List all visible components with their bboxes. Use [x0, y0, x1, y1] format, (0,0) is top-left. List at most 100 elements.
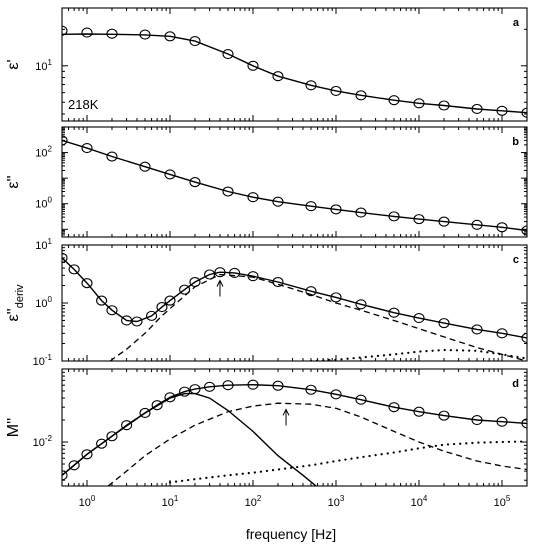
data-point	[496, 416, 508, 427]
fit-curve	[62, 257, 527, 339]
x-tick-label: 105	[494, 494, 511, 509]
component-curve-dashed	[109, 273, 527, 361]
data-point	[179, 386, 191, 397]
data-point	[438, 318, 450, 329]
data-point	[388, 402, 400, 413]
temperature-annotation: 218K	[68, 97, 99, 112]
data-point	[471, 219, 483, 230]
data-point	[496, 222, 508, 233]
panels: 101aε'218K100102bε''10-1100101cε''deriv1…	[5, 7, 528, 509]
data-point	[164, 295, 176, 306]
data-point	[438, 410, 450, 421]
component-curve-dotted	[309, 348, 527, 361]
data-point	[471, 414, 483, 426]
data-point	[305, 384, 317, 395]
data-point	[305, 286, 317, 297]
data-point	[151, 400, 163, 411]
data-point	[81, 27, 93, 38]
panel-curves	[62, 252, 527, 361]
data-point	[96, 438, 108, 449]
data-point	[521, 418, 527, 429]
data-point	[139, 161, 151, 172]
data-point	[106, 305, 118, 316]
data-point	[81, 278, 93, 289]
panel-c: 10-1 100 101 c ε''deriv	[5, 237, 528, 368]
data-point	[305, 201, 317, 212]
fit-curve	[62, 383, 527, 476]
fit-curve	[62, 33, 527, 114]
data-point	[438, 216, 450, 227]
data-point	[247, 60, 259, 71]
data-point	[68, 460, 80, 471]
peak-arrow-head	[282, 408, 290, 416]
data-point	[272, 196, 284, 207]
y-axis-label: ε''deriv	[5, 284, 26, 322]
data-point	[521, 225, 527, 236]
data-point	[413, 313, 425, 324]
data-point	[179, 284, 191, 295]
data-point	[62, 252, 68, 263]
data-point	[413, 214, 425, 225]
x-tick-label: 101	[162, 494, 179, 509]
data-point	[189, 177, 201, 188]
data-point	[68, 264, 80, 275]
data-point	[471, 103, 483, 115]
panel-d: 10-2 d M'' 100 101 102 103 104 105	[5, 368, 528, 509]
panel-frame	[61, 126, 528, 238]
data-point	[272, 276, 284, 288]
data-point	[272, 71, 284, 82]
panel-frame	[61, 7, 528, 122]
data-point	[121, 420, 133, 431]
data-point	[413, 98, 425, 109]
data-point	[204, 269, 216, 280]
y-tick-label: 100	[35, 196, 52, 211]
panel-letter: d	[512, 378, 519, 390]
panel-letter: b	[512, 136, 519, 148]
data-point	[330, 85, 342, 96]
data-point	[106, 28, 118, 39]
data-point	[355, 299, 367, 310]
x-tick-label: 103	[328, 494, 345, 509]
data-point	[388, 95, 400, 106]
data-point	[496, 328, 508, 339]
component-curve-dotted	[168, 440, 527, 484]
data-point	[164, 392, 176, 403]
data-point	[81, 449, 93, 460]
data-point	[247, 271, 259, 282]
panel-curves	[62, 379, 527, 486]
panel-letter: a	[513, 17, 520, 29]
data-point	[131, 316, 143, 327]
y-axis-label: ε''	[5, 175, 22, 188]
data-point	[222, 48, 234, 60]
data-point	[438, 100, 450, 111]
data-point	[189, 276, 201, 288]
y-tick-label: 101	[35, 237, 52, 252]
panel-a: 101 a ε' 218K	[5, 7, 528, 122]
panel-curves	[62, 25, 527, 118]
data-point	[330, 389, 342, 400]
panel-frame	[61, 244, 528, 362]
x-axis-label: frequency [Hz]	[246, 526, 336, 542]
data-point	[496, 105, 508, 116]
data-point	[388, 211, 400, 222]
data-point	[222, 186, 234, 197]
data-point	[330, 292, 342, 303]
data-point	[139, 407, 151, 419]
data-point	[106, 431, 118, 442]
y-tick-label: 101	[35, 58, 52, 73]
panel-b: 100 102 b ε''	[5, 126, 528, 238]
data-point	[388, 307, 400, 318]
data-point	[521, 332, 527, 343]
data-point	[355, 90, 367, 101]
data-point	[222, 380, 234, 391]
panel-curves	[62, 135, 527, 236]
data-point	[305, 80, 317, 91]
data-point	[229, 267, 241, 278]
data-point	[413, 406, 425, 417]
data-point	[146, 310, 158, 321]
data-point	[62, 25, 68, 36]
data-point	[189, 384, 201, 395]
fit-curve	[62, 139, 527, 232]
data-point	[164, 31, 176, 42]
x-tick-label: 100	[79, 494, 96, 509]
